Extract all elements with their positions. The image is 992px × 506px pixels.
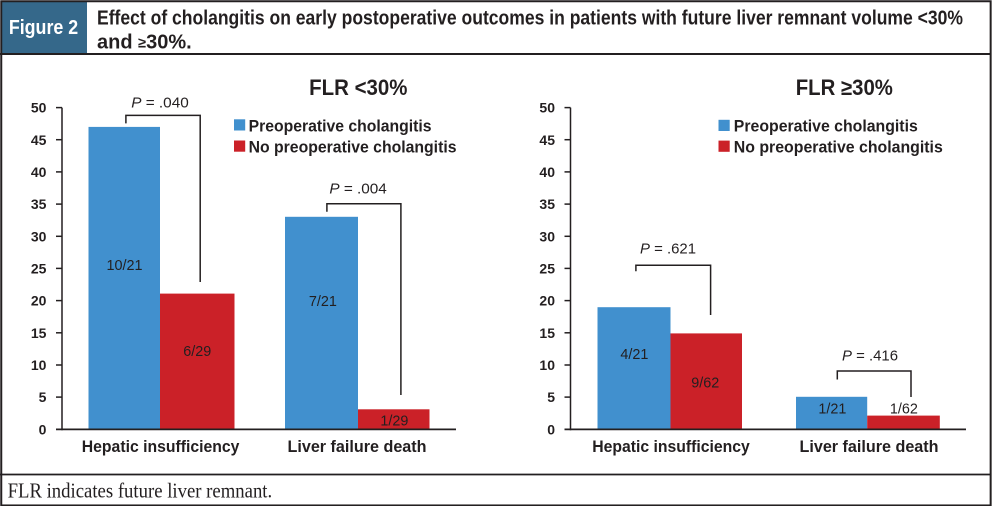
svg-text:P = .040: P = .040 [131,95,189,112]
svg-text:P = .004: P = .004 [329,181,387,198]
svg-text:FLR ≥30%: FLR ≥30% [796,75,893,100]
svg-text:P = .416: P = .416 [842,347,898,364]
svg-text:10: 10 [31,357,47,373]
svg-text:30: 30 [539,228,555,244]
svg-text:No preoperative cholangitis: No preoperative cholangitis [249,137,457,156]
svg-text:Preoperative cholangitis: Preoperative cholangitis [734,116,918,135]
svg-text:Figure 2: Figure 2 [9,16,78,39]
svg-text:45: 45 [31,132,47,148]
svg-text:35: 35 [539,196,555,212]
svg-text:15: 15 [539,325,555,341]
svg-text:FLR <30%: FLR <30% [309,75,407,100]
svg-text:30: 30 [31,228,47,244]
svg-text:and ≥30%.: and ≥30%. [97,32,192,54]
svg-text:Hepatic insufficiency: Hepatic insufficiency [592,437,750,456]
svg-text:15: 15 [31,325,47,341]
svg-text:1/62: 1/62 [890,402,918,418]
svg-text:4/21: 4/21 [620,347,648,363]
svg-text:9/62: 9/62 [691,376,719,392]
svg-text:P = .621: P = .621 [640,241,696,258]
svg-text:Liver failure death: Liver failure death [800,437,939,456]
svg-text:20: 20 [31,293,47,309]
svg-text:40: 40 [31,164,47,180]
svg-text:10/21: 10/21 [106,258,142,274]
svg-text:35: 35 [31,196,47,212]
svg-text:10: 10 [539,357,555,373]
svg-text:25: 25 [539,261,555,277]
svg-text:0: 0 [39,421,47,437]
svg-text:Hepatic insufficiency: Hepatic insufficiency [82,437,240,456]
svg-text:45: 45 [539,132,555,148]
svg-text:50: 50 [31,100,47,116]
svg-text:25: 25 [31,261,47,277]
svg-text:Effect of cholangitis on early: Effect of cholangitis on early postopera… [97,7,963,29]
svg-text:6/29: 6/29 [183,344,211,360]
svg-text:7/21: 7/21 [309,294,337,310]
svg-text:5: 5 [547,389,555,405]
svg-text:5: 5 [39,389,47,405]
svg-text:1/29: 1/29 [380,413,408,429]
svg-text:FLR indicates future liver rem: FLR indicates future liver remnant. [8,479,273,503]
svg-text:40: 40 [539,164,555,180]
svg-text:1/21: 1/21 [818,402,846,418]
svg-text:Preoperative cholangitis: Preoperative cholangitis [249,116,432,135]
svg-text:No preoperative cholangitis: No preoperative cholangitis [734,137,943,156]
svg-text:0: 0 [547,421,555,437]
svg-text:Liver failure death: Liver failure death [288,437,427,456]
svg-text:50: 50 [539,100,555,116]
svg-text:20: 20 [539,293,555,309]
